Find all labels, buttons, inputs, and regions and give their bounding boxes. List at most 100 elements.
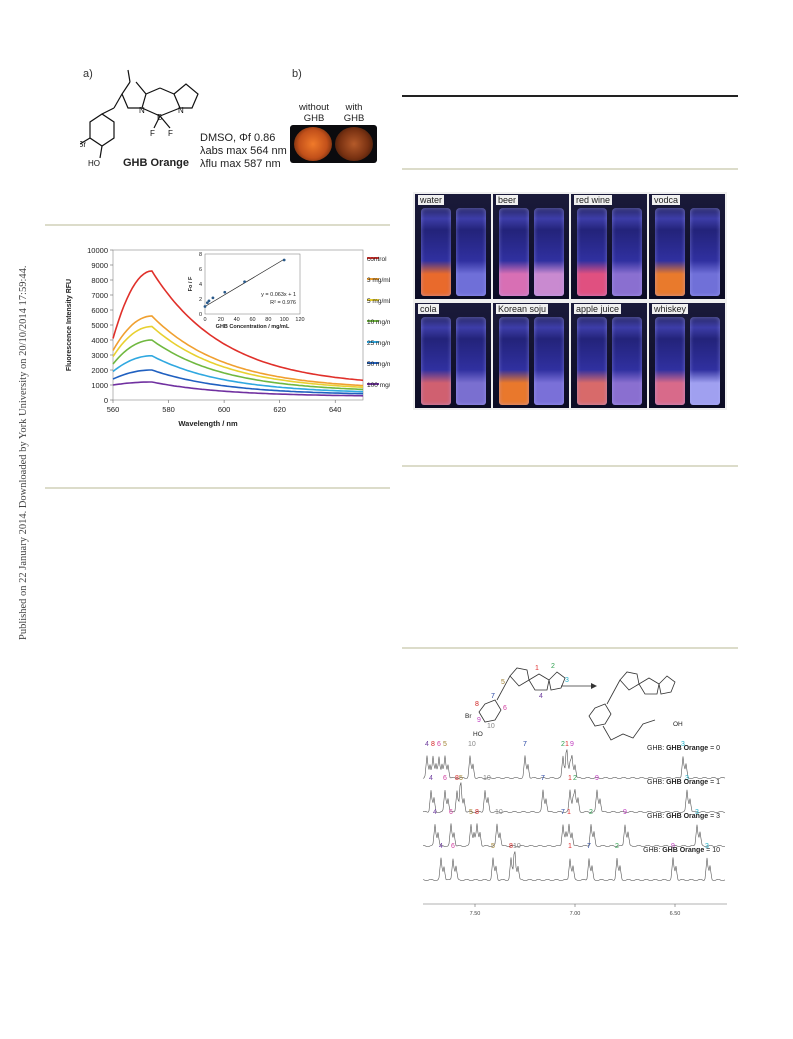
ghb-orange-structure: Br HO N N B F F: [80, 69, 199, 168]
vial-without-ghb: [577, 317, 607, 405]
ratio-label-3: GHB: GHB Orange = 10: [643, 847, 720, 854]
peak-label-6: 6: [449, 809, 453, 816]
photo-right-line1: with: [345, 102, 363, 113]
fluorescence-chart: 0100020003000400050006000700080009000100…: [66, 246, 390, 428]
peak-label-1: 1: [565, 741, 569, 748]
peak-label-9: 9: [623, 809, 627, 816]
x-axis-label: Wavelength / nm: [178, 419, 238, 428]
peak-label-7: 7: [587, 843, 591, 850]
section-rule-4: [402, 465, 738, 467]
structure-label-9: 9: [477, 717, 481, 724]
peak-label-8: 8: [455, 775, 459, 782]
peak-label-4: 4: [429, 775, 433, 782]
vial-label: vodca: [652, 195, 681, 205]
panel-b-label: b): [292, 68, 302, 80]
nmr-ring-c2: [658, 675, 676, 695]
structure-br-label: Br: [465, 713, 472, 720]
peak-label-1: 1: [568, 843, 572, 850]
nmr-axis-label: 7.50: [470, 911, 481, 917]
structure-label-8: 8: [475, 701, 479, 708]
nmr-spectrum-3: [422, 851, 726, 881]
atom-n1: N: [139, 106, 145, 115]
vial-label: Korean soju: [496, 304, 549, 314]
structure-label-5: 5: [501, 679, 505, 686]
peak-label-10: 10: [468, 741, 476, 748]
vial-cell: beer: [493, 194, 569, 299]
section-rule-1: [45, 224, 390, 226]
peak-label-9: 9: [595, 775, 599, 782]
peak-label-4: 4: [439, 843, 443, 850]
y-tick-label: 2000: [91, 366, 108, 375]
atom-br: Br: [80, 140, 86, 149]
atom-f1: F: [150, 129, 155, 138]
inset-y-tick: 2: [199, 297, 202, 303]
series-line-1: [112, 315, 364, 387]
structure-label-7: 7: [491, 693, 495, 700]
y-tick-label: 3000: [91, 351, 108, 360]
series-line-2: [112, 325, 364, 388]
inset-x-label: GHB Concentration / mg/mL: [216, 324, 290, 330]
series-line-3: [112, 339, 364, 391]
peak-label-8: 8: [431, 741, 435, 748]
nmr-ring-b: [528, 673, 550, 691]
vial-cell: apple juice: [571, 303, 647, 408]
vial-label: cola: [418, 304, 439, 314]
vial-with-ghb: [456, 208, 486, 296]
structure-label-6: 6: [503, 705, 507, 712]
peak-label-5: 5: [469, 809, 473, 816]
nmr-axis-label: 7.00: [570, 911, 581, 917]
x-tick-label: 580: [162, 405, 175, 414]
nmr-structure-right: [588, 671, 676, 741]
nmr-ghb-chain: [602, 719, 656, 741]
peak-label-3: 3: [681, 741, 685, 748]
nmr-ring-a2: [619, 671, 640, 691]
photo-left-line2: GHB: [303, 113, 325, 124]
vial-cell: red wine: [571, 194, 647, 299]
peak-label-7: 7: [561, 809, 565, 816]
inset-point: [203, 305, 207, 308]
inset-y-tick: 4: [199, 282, 202, 288]
nmr-spectrum-2: [422, 823, 726, 847]
ratio-label-1: GHB: GHB Orange = 1: [647, 779, 720, 786]
vial-with-ghb: [456, 317, 486, 405]
vial-label: red wine: [574, 195, 613, 205]
legend-label-4: 25 mg/mL: [367, 340, 390, 347]
y-tick-label: 0: [104, 396, 108, 405]
nmr-axis-label: 6.50: [670, 911, 681, 917]
section-rule-5: [402, 647, 738, 649]
y-tick-label: 6000: [91, 306, 108, 315]
peak-label-6: 6: [443, 775, 447, 782]
vial-label: whiskey: [652, 304, 689, 314]
peak-label-10: 10: [513, 843, 521, 850]
inset-x-tick: 20: [218, 317, 224, 323]
inset-point: [205, 301, 209, 305]
section-rule-3: [402, 168, 738, 170]
flu-max-line: λflu max 587 nm: [200, 158, 281, 170]
nmr-vinyl: [496, 675, 511, 701]
panel-a-label: a): [83, 68, 93, 80]
vial-cell: vodca: [649, 194, 725, 299]
atom-ho: HO: [88, 159, 100, 168]
vial-label: apple juice: [574, 304, 622, 314]
peak-label-3: 3: [705, 843, 709, 850]
legend-label-5: 50 mg/mL: [367, 361, 390, 368]
peak-label-7: 7: [541, 775, 545, 782]
vial-without-ghb: [655, 208, 685, 296]
structure-oh-label: OH: [673, 721, 683, 728]
legend-label-6: 100 mg/mL: [367, 382, 390, 389]
inset-point: [207, 299, 211, 303]
vial-without-ghb: [421, 317, 451, 405]
y-tick-label: 7000: [91, 291, 108, 300]
peak-label-10: 10: [495, 809, 503, 816]
legend-label-0: control: [367, 256, 387, 263]
vial-with-ghb: [612, 317, 642, 405]
solvent-line: DMSO, Φf 0.86: [200, 132, 276, 144]
peak-label-2: 2: [561, 741, 565, 748]
nmr-structure-left: [478, 667, 566, 723]
x-tick-label: 600: [218, 405, 231, 414]
inset-x-tick: 40: [234, 317, 240, 323]
peak-label-7: 7: [523, 741, 527, 748]
y-tick-label: 4000: [91, 336, 108, 345]
vial-without-ghb: [499, 208, 529, 296]
series-line-4: [112, 355, 364, 393]
